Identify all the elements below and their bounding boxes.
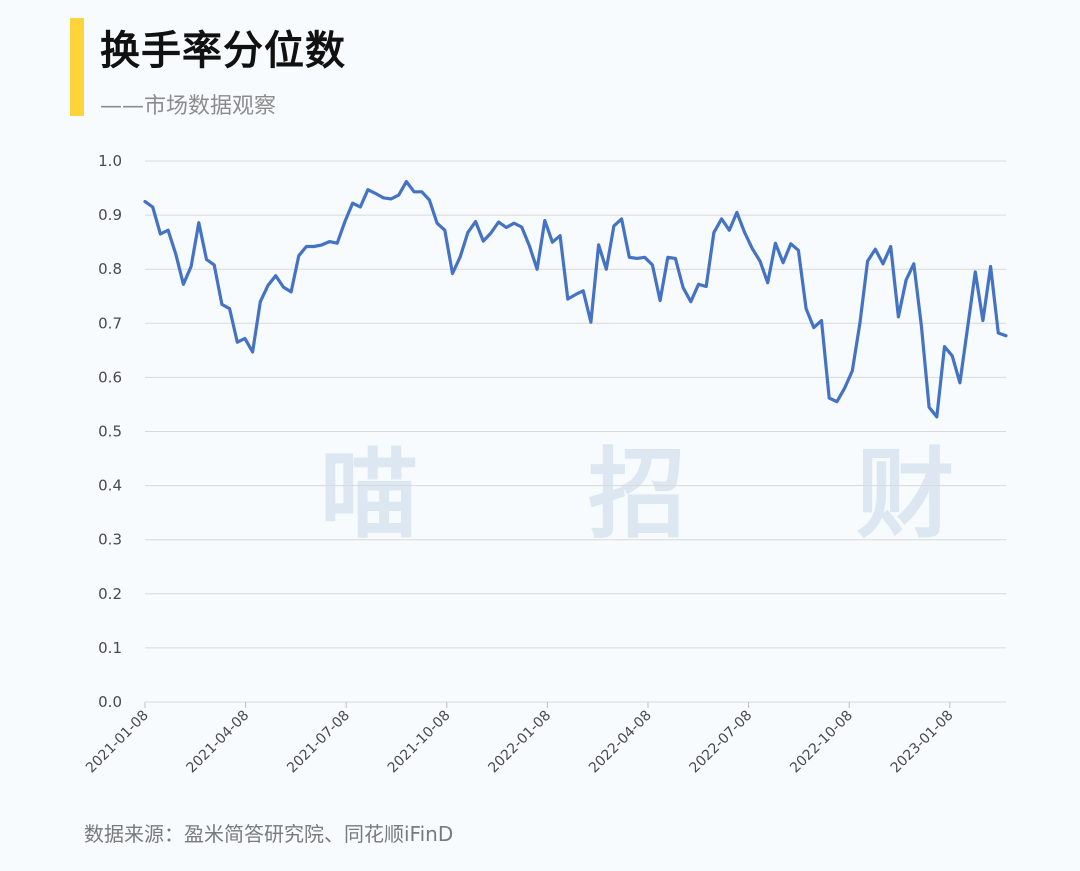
y-tick-label: 0.1 [98, 639, 122, 657]
page-title: 换手率分位数 [100, 28, 346, 74]
y-tick-label: 0.0 [98, 693, 122, 711]
page-subtitle: ——市场数据观察 [100, 94, 277, 119]
data-source-note: 数据来源：盈米简答研究院、同花顺iFinD [84, 822, 454, 846]
title-accent-bar [70, 18, 84, 116]
x-tick-label: 2022-04-08 [586, 708, 655, 777]
y-tick-label: 0.8 [98, 260, 122, 278]
y-tick-label: 0.9 [98, 206, 122, 224]
y-tick-label: 0.6 [98, 368, 122, 386]
series-line [143, 180, 1008, 419]
x-tick-label: 2022-01-08 [485, 708, 554, 777]
y-tick-label: 0.7 [98, 314, 122, 332]
y-tick-label: 0.3 [98, 531, 122, 549]
x-tick-label: 2021-07-08 [284, 708, 353, 777]
y-tick-label: 0.4 [98, 477, 122, 495]
x-tick-label: 2022-07-08 [687, 708, 756, 777]
watermark: 喵 招 财 [320, 438, 1023, 552]
y-tick-label: 0.2 [98, 585, 122, 603]
x-tick-label: 2022-10-08 [787, 708, 856, 777]
x-tick-label: 2023-01-08 [888, 708, 957, 777]
x-tick-label: 2021-04-08 [184, 708, 253, 777]
y-tick-label: 0.5 [98, 423, 122, 441]
x-tick-label: 2021-10-08 [385, 708, 454, 777]
x-tick-label: 2021-01-08 [83, 708, 152, 777]
y-tick-label: 1.0 [98, 152, 122, 170]
